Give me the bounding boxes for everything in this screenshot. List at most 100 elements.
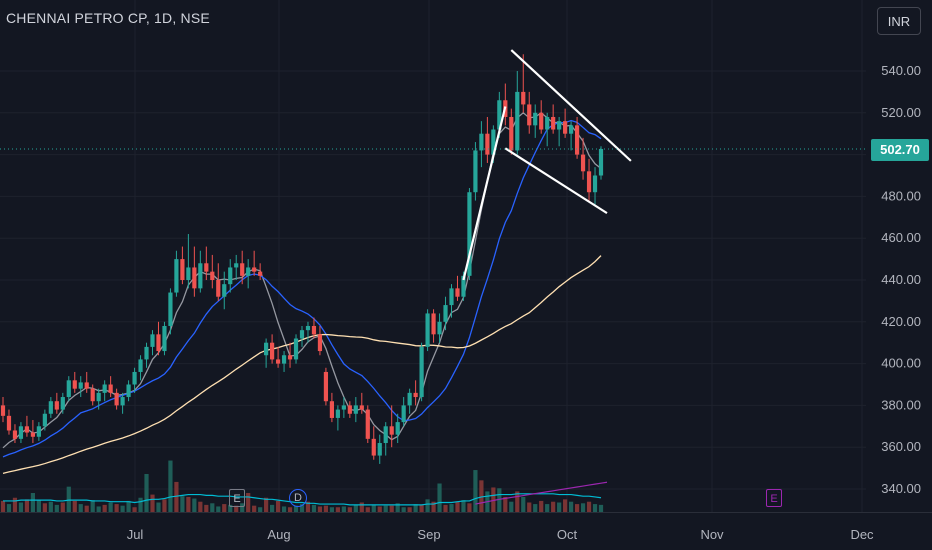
time-tick-label: Jul <box>127 527 144 542</box>
volume-bar <box>347 507 352 512</box>
volume-bar <box>557 502 562 512</box>
sma-mid-line <box>2 119 602 458</box>
volume-bar <box>580 503 586 512</box>
candle-body <box>78 382 83 389</box>
volume-bar <box>515 491 520 512</box>
volume-bar <box>533 504 538 512</box>
price-tick-label: 380.00 <box>881 397 921 412</box>
volume-bar <box>252 505 257 512</box>
candle-body <box>287 355 293 360</box>
volume-bar <box>222 504 227 512</box>
price-axis-bg <box>866 0 932 550</box>
candle-body <box>353 405 358 414</box>
candle-body <box>545 116 550 130</box>
candle-body <box>84 382 89 389</box>
candle-body <box>42 413 47 427</box>
volume-bar <box>389 505 394 512</box>
candle-body <box>347 405 352 414</box>
candle-body <box>12 430 18 439</box>
candle-body <box>275 359 281 364</box>
volume-bar <box>371 504 376 512</box>
candle-body <box>407 392 412 406</box>
candle-body <box>72 380 77 389</box>
earnings-marker[interactable]: E <box>229 489 245 507</box>
time-tick-label: Aug <box>267 527 290 542</box>
candle-body <box>485 133 490 155</box>
candle-body <box>198 263 203 289</box>
candle-body <box>371 438 376 456</box>
price-axis[interactable]: 340.00 360.00 380.00 400.00 420.00 440.00 460.… <box>866 0 932 550</box>
price-tick-label: 400.00 <box>881 356 921 371</box>
volume-bar <box>455 501 460 512</box>
candle-body <box>96 392 101 402</box>
candle-body <box>329 401 334 418</box>
volume-bar <box>126 500 131 512</box>
candle-body <box>479 133 484 151</box>
candle-body <box>228 267 233 285</box>
candle-body <box>66 380 71 398</box>
candle-body <box>395 422 400 435</box>
candle-body <box>311 325 317 335</box>
volume-bar <box>150 494 155 512</box>
candle-body <box>461 275 466 297</box>
candle-body <box>186 267 191 280</box>
candle-body <box>467 192 472 276</box>
candle-body <box>126 384 131 398</box>
volume-bar <box>270 504 275 512</box>
volume-bar <box>6 504 12 512</box>
volume-bar <box>503 496 508 512</box>
volume-bar <box>102 504 107 512</box>
candle-body <box>317 334 323 352</box>
volume-bar <box>174 481 179 512</box>
volume-bar <box>443 504 448 512</box>
candle-body <box>323 371 329 402</box>
volume-bar <box>395 503 400 512</box>
candle-body <box>557 121 562 130</box>
volume-bar <box>365 507 370 512</box>
future-earnings-marker[interactable]: E <box>766 489 782 507</box>
volume-bar <box>419 504 424 512</box>
volume-bar <box>144 474 149 512</box>
candle-body <box>574 125 580 155</box>
volume-bar <box>84 505 89 512</box>
candle-body <box>365 409 370 439</box>
candle-body <box>497 100 502 130</box>
moving-averages <box>2 111 602 474</box>
volume-bar <box>311 504 317 512</box>
candle-body <box>258 271 263 276</box>
candle-body <box>515 91 520 151</box>
volume-bar <box>132 507 137 512</box>
candle-body <box>210 271 215 280</box>
candle-body <box>551 116 556 130</box>
sma-long-line <box>2 255 602 474</box>
volume-bar <box>545 504 550 512</box>
trendlines <box>462 49 632 281</box>
candles <box>0 54 604 464</box>
time-axis[interactable]: Jul Aug Sep Oct Nov Dec <box>0 512 932 543</box>
dividend-marker[interactable]: D <box>289 489 307 507</box>
currency-button[interactable]: INR <box>877 7 921 35</box>
candle-body <box>509 116 514 151</box>
price-tick-label: 360.00 <box>881 439 921 454</box>
candle-body <box>305 325 311 331</box>
volume-bar <box>479 480 484 512</box>
candle-body <box>150 334 155 347</box>
candle-body <box>222 284 227 297</box>
volume-bar <box>431 501 436 512</box>
symbol-title[interactable]: CHENNAI PETRO CP, 1D, NSE <box>6 10 210 26</box>
volume-bar <box>234 505 239 512</box>
candle-body <box>90 388 95 402</box>
price-tick-label: 460.00 <box>881 230 921 245</box>
volume-bar <box>0 500 6 512</box>
volume-bar <box>162 499 167 512</box>
volume-bar <box>246 493 251 512</box>
volume-bar <box>216 506 221 512</box>
volume-bar <box>574 504 580 512</box>
price-tick-label: 420.00 <box>881 314 921 329</box>
candle-body <box>132 371 137 385</box>
volume-bar <box>323 505 329 512</box>
volume-bar <box>281 506 287 512</box>
volume-bar <box>204 504 209 512</box>
candle-body <box>54 401 59 410</box>
